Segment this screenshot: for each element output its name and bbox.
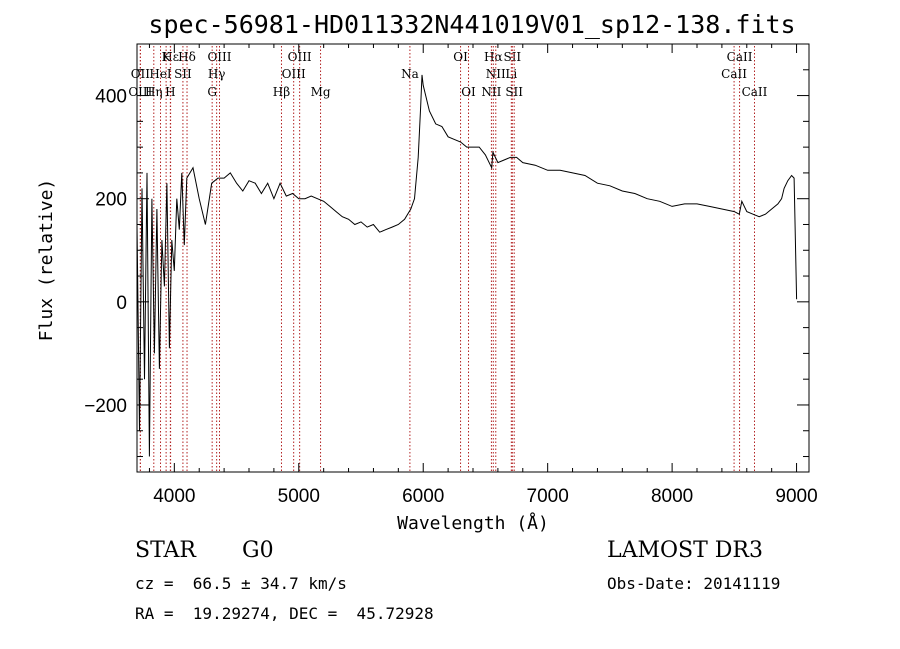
line-label: CaII xyxy=(742,85,768,99)
y-tick-label: 400 xyxy=(95,87,127,108)
line-label: Hβ xyxy=(273,85,290,99)
line-label: Hγ xyxy=(208,67,226,81)
line-label: Hδ xyxy=(178,50,196,64)
line-label: Na xyxy=(401,67,419,81)
line-label: Mg xyxy=(311,85,331,99)
line-label: SII xyxy=(174,67,192,81)
x-tick-label: 5000 xyxy=(278,486,320,507)
coordinates: RA = 19.29274, DEC = 45.72928 xyxy=(135,604,434,623)
flux-series-line xyxy=(136,74,798,457)
chart-title: spec-56981-HD011332N441019V01_sp12-138.f… xyxy=(148,10,795,39)
x-tick-label: 8000 xyxy=(651,486,693,507)
line-label: OIII xyxy=(207,50,231,64)
y-tick-label: 0 xyxy=(116,293,127,314)
line-label: HeI xyxy=(149,67,172,81)
line-label: K xyxy=(162,50,172,64)
x-tick-label: 6000 xyxy=(402,486,444,507)
x-axis-label: Wavelength (Å) xyxy=(397,512,549,534)
y-tick-label: −200 xyxy=(84,396,127,417)
line-label: NII xyxy=(486,67,506,81)
line-label: SII xyxy=(503,50,521,64)
line-label: H xyxy=(165,85,175,99)
y-axis-label: Flux (relative) xyxy=(36,179,57,342)
line-label: OI xyxy=(453,50,468,64)
line-label: SII xyxy=(505,85,523,99)
x-tick-label: 4000 xyxy=(153,486,195,507)
line-label: OIII xyxy=(282,67,306,81)
line-label: G xyxy=(207,85,217,99)
line-label: CaII xyxy=(721,67,747,81)
radial-velocity: cz = 66.5 ± 34.7 km/s xyxy=(135,574,347,593)
object-class: STAR xyxy=(135,538,196,563)
x-tick-label: 9000 xyxy=(775,486,817,507)
y-tick-label: 200 xyxy=(95,190,127,211)
line-label: Hα xyxy=(484,50,503,64)
line-label: CaII xyxy=(727,50,753,64)
x-tick-label: 7000 xyxy=(527,486,569,507)
line-label: Hη xyxy=(145,85,163,99)
observation-date: Obs-Date: 20141119 xyxy=(607,574,781,593)
object-subclass: G0 xyxy=(242,538,274,563)
axis-ticks: 4000 5000 6000 7000 8000 9000 −200 0 200 400 xyxy=(84,44,818,507)
line-label: Li xyxy=(505,67,517,81)
line-label: OIII xyxy=(288,50,312,64)
survey-name: LAMOST DR3 xyxy=(607,538,763,563)
line-label: NII xyxy=(481,85,501,99)
plot-frame xyxy=(136,43,810,473)
line-label: OI xyxy=(461,85,476,99)
